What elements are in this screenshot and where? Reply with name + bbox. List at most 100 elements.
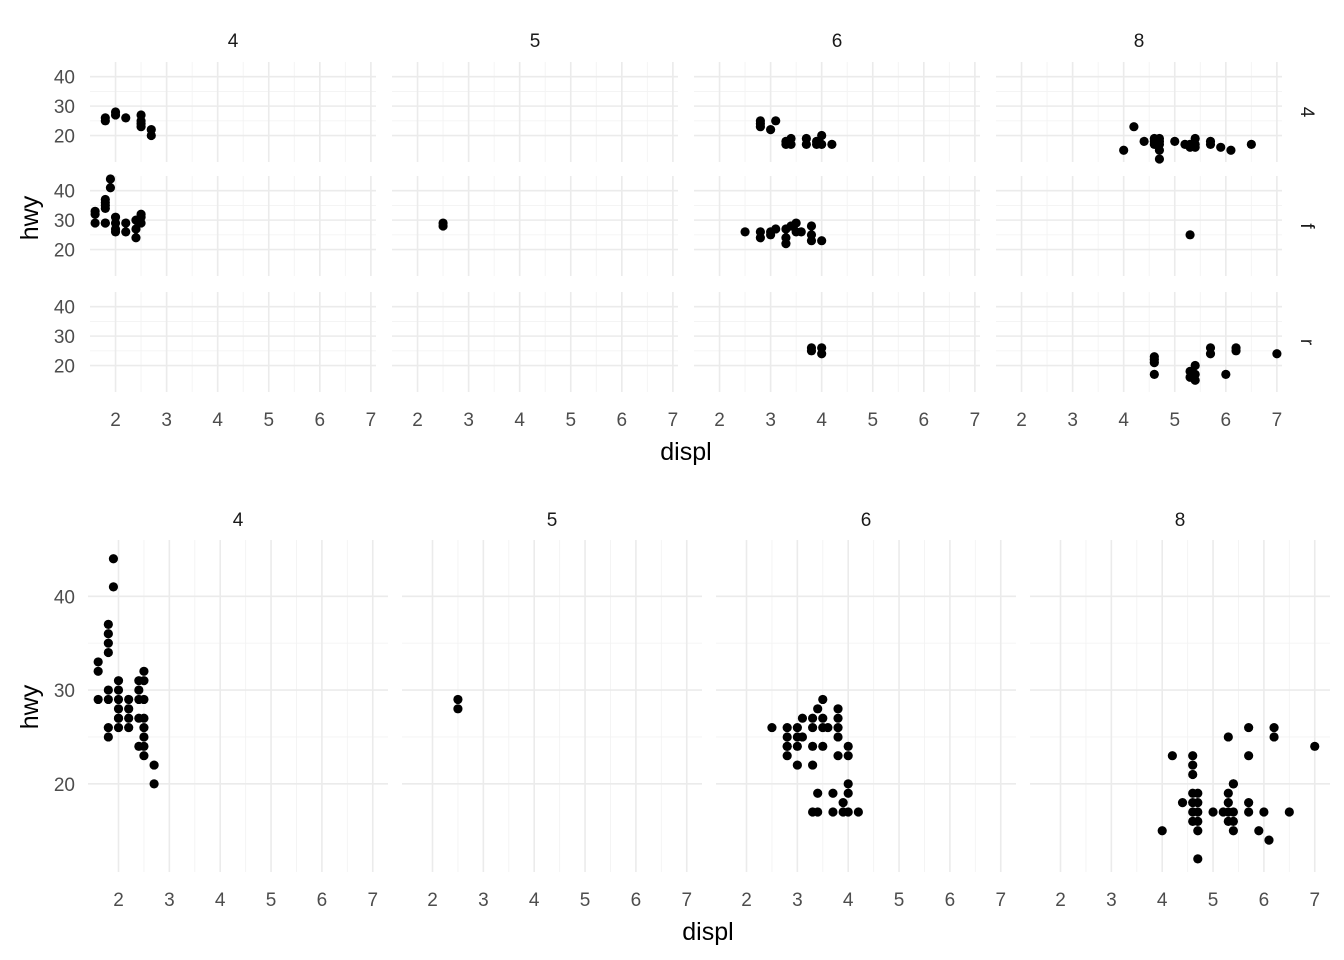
facet-strip-col: 6: [861, 510, 872, 531]
data-point: [792, 760, 802, 770]
data-point: [818, 741, 828, 751]
data-point: [110, 212, 121, 222]
data-point: [813, 788, 823, 798]
data-point: [108, 582, 119, 592]
facet-strip-row: 4: [1296, 107, 1317, 118]
data-point: [1226, 145, 1236, 155]
x-tick-label: 3: [463, 410, 474, 431]
panel-3-2: [996, 292, 1282, 392]
panel-1-0: [402, 540, 702, 872]
y-tick-label: 20: [54, 127, 75, 148]
data-point: [1244, 807, 1254, 817]
y-axis-title: hwy: [16, 684, 44, 729]
data-point: [1193, 826, 1203, 836]
y-tick-label: 30: [54, 211, 75, 232]
data-point: [1205, 136, 1216, 147]
data-point: [843, 788, 853, 798]
data-point: [136, 209, 146, 219]
data-point: [124, 704, 134, 714]
facet-strip-row: r: [1296, 339, 1317, 346]
data-point: [806, 236, 817, 246]
data-point: [139, 666, 149, 676]
data-point: [843, 779, 853, 789]
panel-2-0: [694, 62, 980, 162]
data-point: [1310, 741, 1320, 751]
x-tick-label: 6: [1221, 410, 1232, 431]
y-tick-label: 40: [54, 298, 75, 319]
data-point: [1188, 751, 1198, 761]
data-point: [1254, 826, 1264, 836]
data-point: [828, 788, 838, 798]
x-tick-label: 2: [427, 890, 438, 911]
panel-2-0: [716, 540, 1016, 872]
data-point: [1193, 807, 1203, 817]
data-point: [139, 722, 149, 733]
data-point: [438, 218, 448, 228]
data-point: [833, 704, 843, 714]
data-point: [108, 554, 119, 564]
data-point: [103, 722, 113, 733]
data-point: [139, 751, 149, 761]
data-point: [828, 807, 838, 817]
data-point: [1223, 797, 1233, 808]
data-point: [1154, 133, 1165, 144]
x-tick-label: 7: [366, 410, 377, 431]
facet-strip-col: 5: [530, 31, 541, 52]
data-point: [1193, 854, 1203, 864]
data-point: [113, 704, 124, 714]
facet-strip-col: 4: [233, 510, 244, 531]
panel-1-0: [392, 62, 678, 162]
data-point: [808, 741, 818, 751]
facet-strip-col: 6: [832, 31, 843, 52]
x-tick-label: 5: [867, 410, 878, 431]
data-point: [1221, 369, 1231, 379]
data-point: [791, 218, 801, 228]
data-point: [818, 713, 828, 723]
x-tick-label: 3: [1067, 410, 1078, 431]
x-tick-label: 6: [1259, 890, 1270, 911]
data-point: [93, 666, 103, 676]
panel-3-1: [996, 176, 1282, 276]
data-point: [139, 713, 149, 723]
data-point: [771, 116, 781, 126]
data-point: [1119, 145, 1129, 155]
data-point: [1193, 797, 1203, 808]
x-tick-label: 4: [843, 890, 854, 911]
facet-strip-row: f: [1296, 223, 1317, 229]
data-point: [105, 174, 116, 184]
data-point: [131, 233, 141, 243]
data-point: [1246, 139, 1256, 149]
data-point: [771, 224, 781, 234]
x-tick-label: 3: [765, 410, 776, 431]
data-point: [853, 807, 863, 817]
data-point: [1167, 751, 1177, 761]
data-point: [843, 741, 853, 751]
x-tick-label: 6: [945, 890, 956, 911]
data-point: [103, 647, 113, 658]
x-tick-label: 6: [315, 410, 326, 431]
x-tick-label: 5: [1169, 410, 1180, 431]
data-point: [1190, 360, 1200, 371]
data-point: [1269, 722, 1279, 733]
x-tick-label: 3: [792, 890, 803, 911]
data-point: [767, 722, 777, 733]
x-tick-label: 5: [565, 410, 576, 431]
panel-1-2: [392, 292, 678, 392]
data-point: [1154, 154, 1165, 164]
data-point: [100, 116, 110, 126]
x-tick-label: 2: [714, 410, 725, 431]
data-point: [121, 113, 131, 123]
data-point: [806, 221, 817, 231]
data-point: [121, 227, 131, 237]
data-point: [1190, 369, 1200, 379]
data-point: [1259, 807, 1269, 817]
data-point: [766, 125, 776, 135]
data-point: [1244, 751, 1254, 761]
data-point: [1177, 797, 1188, 808]
data-point: [740, 227, 750, 237]
chart-1: 4 5 6 8 4 f r 20 30 40 20 30 40 20 30 40 2 3 4 5 6 7 2 3 4 5 6 7 2 3 4…: [16, 31, 1317, 466]
data-point: [136, 119, 146, 129]
data-point: [105, 183, 116, 193]
data-point: [121, 218, 131, 228]
